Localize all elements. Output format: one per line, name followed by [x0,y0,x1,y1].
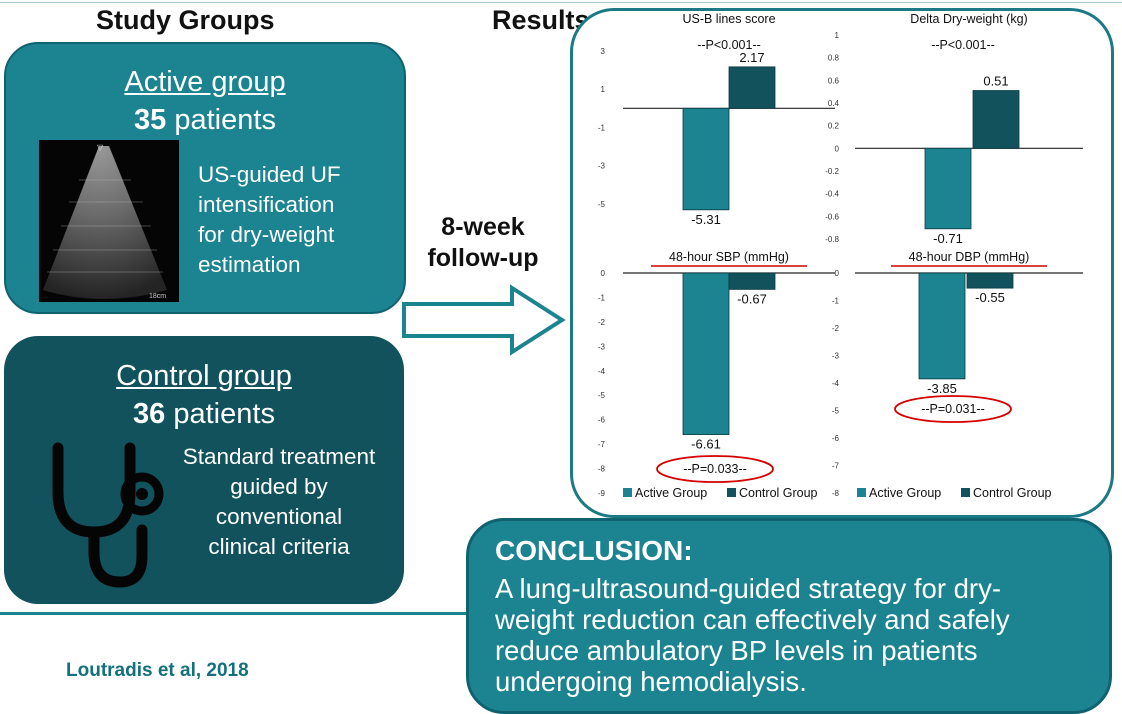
results-heading: Results [492,5,590,35]
control-group-count: 36 patients [133,398,275,430]
tick-label: -1 [598,123,606,132]
control-group-card: Control group 36 patients Standard treat… [4,336,404,604]
tick-label: -5 [598,200,606,209]
tick-label: 0 [835,144,840,153]
legend-swatch [727,488,736,497]
bar-control [728,272,776,290]
chart-title: 48-hour SBP (mmHg) [669,250,789,264]
tick-label: -4 [832,379,840,388]
p-value-annotation: --P=0.033-- [683,462,747,476]
p-value-annotation: --P=0.031-- [921,402,985,416]
p-value-highlight-circle [656,455,774,483]
tick-label: -9 [598,489,606,498]
tick-label: 0 [835,269,840,278]
p-value-highlight-circle [894,395,1012,423]
legend-label: Control Group [973,486,1052,500]
tick-label: -7 [832,462,840,471]
tick-label: -8 [832,489,840,498]
tick-label: -3 [832,352,840,361]
right-arrow-icon [402,284,566,356]
bar-active [682,272,730,435]
tick-label: -4 [598,367,606,376]
tick-label: 0.4 [828,99,840,108]
citation: Loutradis et al, 2018 [66,660,249,681]
lung-ultrasound-image: ▽ 18cm [39,140,179,302]
chart-title: Delta Dry-weight (kg) [910,12,1027,26]
active-group-name: Active group [124,66,286,98]
legend-label: Active Group [635,486,707,500]
legend-swatch [857,488,866,497]
tick-label: 1 [835,31,840,40]
tick-label: 3 [601,47,606,56]
tick-label: 0.8 [828,54,840,63]
conclusion-text: A lung-ultrasound-guided strategy for dr… [495,573,1010,697]
stethoscope-icon [52,442,164,588]
bar-active [682,107,730,211]
data-label: -0.71 [933,231,963,246]
tick-label: -0.6 [825,212,839,221]
active-group-count: 35 patients [134,104,276,136]
p-value-annotation: --P<0.001-- [931,38,995,52]
tick-label: -6 [598,416,606,425]
followup-label: 8-week follow-up [427,213,539,272]
control-group-name: Control group [116,360,292,392]
tick-label: -0.2 [825,167,839,176]
ultrasound-scale-label: 18cm [149,293,166,300]
control-group-description: Standard treatment guided by conventiona… [182,444,376,559]
tick-label: -0.8 [825,235,839,244]
chart-title: US-B lines score [682,12,775,26]
footer-divider [0,612,466,615]
conclusion-title: CONCLUSION: [495,535,693,566]
data-label: 2.17 [739,50,764,65]
svg-text:▽: ▽ [97,143,104,152]
top-divider [0,2,1122,3]
data-label: -0.67 [737,291,767,306]
data-label: -0.55 [975,290,1005,305]
chart-title: 48-hour DBP (mmHg) [909,250,1030,264]
legend-label: Active Group [869,486,941,500]
tick-label: 0 [601,269,606,278]
data-label: -3.85 [927,381,957,396]
tick-label: -1 [598,293,606,302]
bar-control [728,66,776,109]
tick-label: 0.2 [828,122,840,131]
legend-swatch [623,488,632,497]
legend-swatch [961,488,970,497]
data-label: -6.61 [691,437,721,452]
results-charts: US-B lines score31-1-3-5-5.312.17--P<0.0… [598,12,1083,500]
tick-label: 0.6 [828,76,840,85]
bar-active [918,272,966,380]
active-group-description: US-guided UF intensification for dry-wei… [198,162,341,277]
p-value-annotation: --P<0.001-- [697,38,761,52]
tick-label: -1 [832,297,840,306]
bar-control [966,272,1014,289]
data-label: -5.31 [691,212,721,227]
tick-label: -2 [598,318,606,327]
legend-label: Control Group [739,486,818,500]
study-groups-heading: Study Groups [96,5,275,35]
tick-label: -3 [598,342,606,351]
bar-control [972,90,1020,149]
tick-label: -5 [598,391,606,400]
tick-label: -7 [598,440,606,449]
tick-label: -2 [832,324,840,333]
bar-active [924,147,972,230]
data-label: 0.51 [983,74,1008,89]
tick-label: -5 [832,407,840,416]
tick-label: -0.4 [825,190,839,199]
results-panel: US-B lines score 3 1 -1 -3 -5 -5.31 2.17 --P<0.0… [570,8,1114,518]
tick-label: -6 [832,434,840,443]
tick-label: -3 [598,162,606,171]
conclusion-box: CONCLUSION: A lung-ultrasound-guided str… [466,518,1112,714]
tick-label: -8 [598,465,606,474]
tick-label: 1 [601,85,606,94]
